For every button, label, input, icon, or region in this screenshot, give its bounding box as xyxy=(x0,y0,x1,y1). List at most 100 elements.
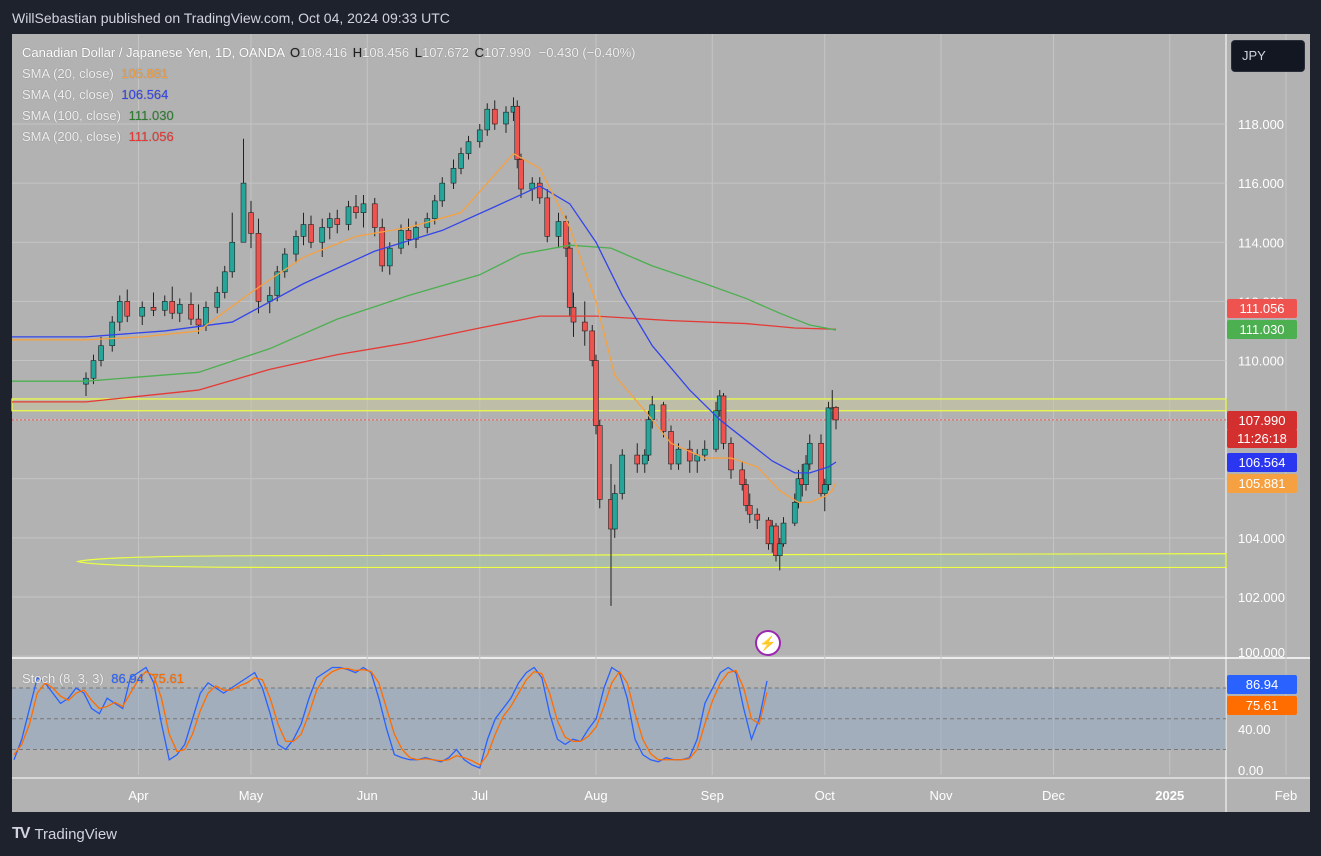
sma200-line xyxy=(12,315,837,403)
price-tick-label: 104.000 xyxy=(1238,531,1285,546)
sma40-value: 106.564 xyxy=(121,87,169,102)
high-label: H xyxy=(352,45,363,60)
candle-up xyxy=(214,292,221,308)
candle-up xyxy=(98,345,104,361)
candle-up xyxy=(319,227,326,243)
candle-down xyxy=(491,108,498,125)
time-tick-label: May xyxy=(239,788,264,803)
time-tick-label: Jun xyxy=(357,788,378,803)
candle-up xyxy=(465,141,472,154)
candle-up xyxy=(293,236,299,255)
sma20-legend[interactable]: SMA (20, close) 105.881 xyxy=(22,66,168,81)
candle-up xyxy=(619,454,626,494)
price-tick-label: 110.000 xyxy=(1238,354,1284,369)
sma20-value: 105.881 xyxy=(121,66,169,81)
candle-up xyxy=(116,301,123,323)
sma200-price-tag: 111.056 xyxy=(1227,299,1297,318)
sma20-line xyxy=(12,152,837,504)
time-tick-label: Feb xyxy=(1275,788,1297,803)
moving-averages xyxy=(12,152,837,504)
candle-down xyxy=(743,484,749,506)
candle-down xyxy=(353,206,359,213)
candle-up xyxy=(90,360,97,379)
sma20-label: SMA (20, close) xyxy=(22,66,114,81)
tradingview-logo-icon: TV xyxy=(12,825,31,842)
candle-down xyxy=(405,230,412,240)
candle-down xyxy=(570,306,577,323)
price-tick-label: 114.000 xyxy=(1238,235,1284,250)
sma100-legend[interactable]: SMA (100, close) 111.030 xyxy=(22,108,174,123)
sma100-line xyxy=(12,244,837,382)
support-zone xyxy=(75,553,1227,569)
zones xyxy=(11,398,1227,569)
symbol-name: Canadian Dollar / Japanese Yen, 1D, OAND… xyxy=(22,45,285,60)
candle-down xyxy=(593,360,599,426)
stoch-d-value: 75.61 xyxy=(151,671,184,686)
candle-down xyxy=(589,330,596,361)
candle-down xyxy=(150,306,157,311)
sma100-price-tag: 111.030 xyxy=(1227,320,1297,339)
sma20-price-tag: 105.881 xyxy=(1227,474,1297,493)
sma40-line xyxy=(12,185,837,474)
currency-button[interactable]: JPY xyxy=(1231,40,1305,72)
price-tick-label: 100.000 xyxy=(1238,645,1285,660)
candle-up xyxy=(611,493,618,530)
candle-up xyxy=(439,182,446,202)
candle-up xyxy=(645,419,652,456)
stoch-d-tag: 75.61 xyxy=(1227,696,1297,715)
candle-down xyxy=(739,469,746,485)
candle-up xyxy=(821,484,828,494)
candle-down xyxy=(334,218,341,225)
publisher-header: WillSebastian published on TradingView.c… xyxy=(12,10,450,26)
candle-up xyxy=(641,454,648,465)
open-label: O xyxy=(289,45,301,60)
candle-up xyxy=(701,448,708,456)
low-label: L xyxy=(414,45,422,60)
candle-up xyxy=(240,182,247,243)
price-tick-label: 116.000 xyxy=(1238,176,1284,191)
sma40-legend[interactable]: SMA (40, close) 106.564 xyxy=(22,87,168,102)
candle-down xyxy=(728,442,734,471)
low-value: 107.672 xyxy=(421,45,469,60)
candle-up xyxy=(326,218,333,228)
sma200-legend[interactable]: SMA (200, close) 111.056 xyxy=(22,129,174,144)
candle-up xyxy=(345,206,352,225)
time-tick-label: Sep xyxy=(701,788,724,803)
time-tick-label: Aug xyxy=(584,788,607,803)
candle-down xyxy=(544,197,551,237)
candle-up xyxy=(484,108,491,131)
candle-up xyxy=(413,227,419,240)
candle-up xyxy=(360,203,367,213)
candle-down xyxy=(195,318,202,326)
last-price-tag: 107.990 xyxy=(1227,411,1297,430)
candle-up xyxy=(398,230,404,249)
candle-down xyxy=(686,448,693,462)
candle-down xyxy=(566,247,573,308)
candle-up xyxy=(806,442,813,465)
candle-up xyxy=(300,224,307,237)
candle-down xyxy=(518,159,524,190)
candle-up xyxy=(503,111,509,125)
stoch-k-value: 86.94 xyxy=(111,671,144,686)
candle-up xyxy=(139,306,146,317)
candle-up xyxy=(161,301,168,311)
candle-down xyxy=(596,425,603,500)
stoch-tick-label: 0.00 xyxy=(1238,763,1263,778)
candle-up xyxy=(675,448,682,465)
candle-down xyxy=(169,301,176,314)
candle-up xyxy=(776,543,783,556)
stoch-label: Stoch (8, 3, 3) xyxy=(22,671,104,686)
symbol-legend[interactable]: Canadian Dollar / Japanese Yen, 1D, OAND… xyxy=(22,45,635,60)
sma100-label: SMA (100, close) xyxy=(22,108,121,123)
stoch-legend[interactable]: Stoch (8, 3, 3) 86.94 75.61 xyxy=(22,671,184,686)
time-tick-label: Jul xyxy=(471,788,488,803)
candle-down xyxy=(668,431,674,465)
close-value: 107.990 xyxy=(483,45,531,60)
candle-down xyxy=(248,212,254,234)
price-tick-label: 102.000 xyxy=(1238,590,1285,605)
stoch-k-line xyxy=(13,666,768,769)
change-value: −0.430 (−0.40%) xyxy=(538,45,636,60)
candle-up xyxy=(450,168,457,184)
lightning-icon[interactable]: ⚡ xyxy=(755,630,781,656)
